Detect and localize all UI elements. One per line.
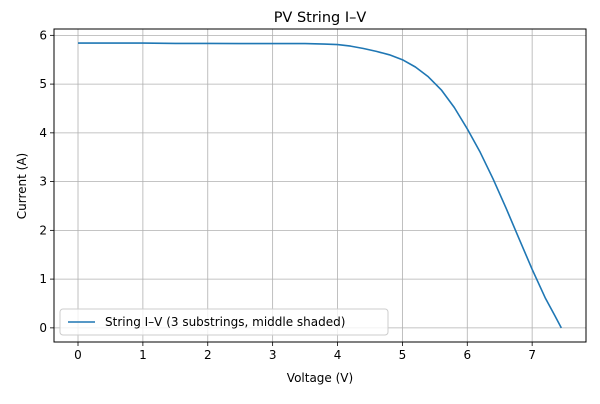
y-tick-label: 2 <box>39 223 47 237</box>
x-tick-label: 0 <box>74 348 82 362</box>
legend-box <box>59 308 389 336</box>
plot-frame <box>53 28 587 343</box>
chart-title: PV String I–V <box>274 10 367 26</box>
x-axis-label: Voltage (V) <box>287 371 353 385</box>
x-axis-ticks: 0 1 2 3 4 5 6 7 <box>74 342 536 362</box>
series-line-0 <box>78 42 563 329</box>
x-tick-label: 1 <box>139 348 147 362</box>
x-tick-label: 2 <box>204 348 212 362</box>
x-tick-label: 3 <box>269 348 277 362</box>
legend: String I–V (3 substrings, middle shaded) <box>59 308 389 336</box>
x-tick-label: 7 <box>528 348 536 362</box>
grid <box>54 29 586 342</box>
y-tick-label: 0 <box>39 321 47 335</box>
x-tick-label: 5 <box>399 348 407 362</box>
x-tick-label: 4 <box>334 348 342 362</box>
y-tick-label: 1 <box>39 272 47 286</box>
y-tick-label: 3 <box>39 175 47 189</box>
series-layer <box>78 42 563 329</box>
y-tick-label: 5 <box>39 77 47 91</box>
x-tick-label: 6 <box>463 348 471 362</box>
legend-label: String I–V (3 substrings, middle shaded) <box>105 315 345 329</box>
y-tick-label: 4 <box>39 126 47 140</box>
y-tick-label: 6 <box>39 28 47 42</box>
y-axis-label: Current (A) <box>15 153 29 219</box>
y-axis-ticks: 0 1 2 3 4 5 6 <box>39 28 54 335</box>
